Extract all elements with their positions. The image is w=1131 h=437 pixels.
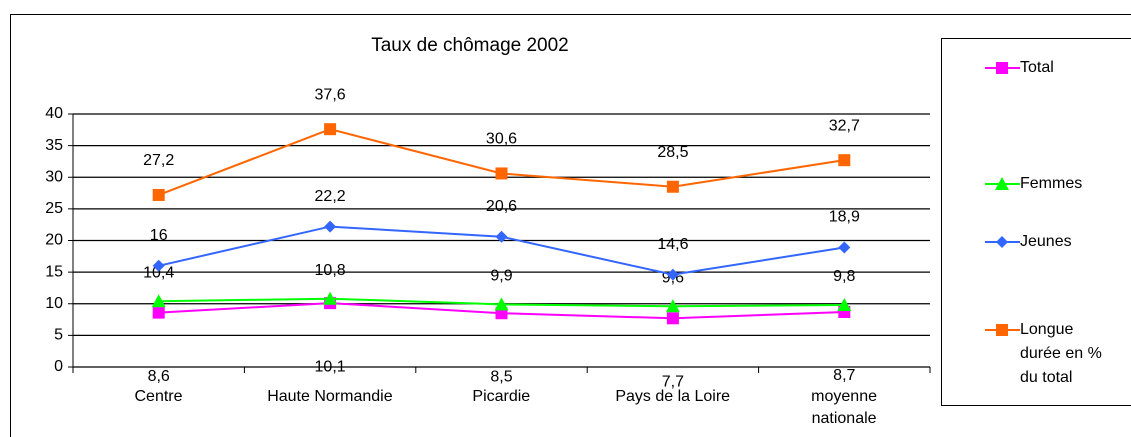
y-tick-label: 35 <box>45 137 63 154</box>
data-label: 8,6 <box>148 368 170 385</box>
data-label: 10,8 <box>315 262 346 279</box>
point <box>666 268 679 281</box>
point <box>665 299 680 313</box>
legend-box <box>941 38 1131 406</box>
legend-marker <box>995 177 1009 190</box>
point <box>152 259 165 272</box>
x-tick-label: Centre <box>134 388 183 405</box>
legend-label: Jeunes <box>1020 233 1072 250</box>
point <box>494 297 509 311</box>
data-label: 20,6 <box>486 198 517 215</box>
x-tick-label: Picardie <box>472 388 531 405</box>
data-label: 7,7 <box>662 374 684 391</box>
data-label: 30,6 <box>486 131 517 148</box>
x-tick-label: moyenne nationale <box>811 388 877 427</box>
x-tick-label: Pays de la Loire <box>615 388 731 405</box>
data-label: 8,5 <box>490 368 512 385</box>
data-label: 18,9 <box>829 209 860 226</box>
legend-label: Total <box>1020 59 1054 76</box>
point <box>837 298 852 312</box>
data-label: 10,1 <box>315 358 346 375</box>
y-tick-label: 30 <box>45 168 63 185</box>
x-tick-label: Haute Normandie <box>267 388 393 405</box>
point <box>151 294 166 308</box>
legend-marker <box>996 236 1008 248</box>
data-label: 9,9 <box>490 268 512 285</box>
point <box>495 167 508 180</box>
data-label: 14,6 <box>657 236 688 253</box>
legend-label: Femmes <box>1020 175 1083 192</box>
data-label: 9,8 <box>833 268 855 285</box>
y-tick-label: 20 <box>45 232 63 249</box>
y-tick-label: 15 <box>45 263 63 280</box>
data-label: 27,2 <box>143 152 174 169</box>
point <box>666 312 679 325</box>
chart-title: Taux de chômage 2002 <box>371 35 569 56</box>
legend-marker <box>996 62 1008 74</box>
point <box>323 291 338 305</box>
point <box>495 230 508 243</box>
y-tick-label: 40 <box>45 105 63 122</box>
point <box>152 306 165 319</box>
y-tick-label: 5 <box>54 327 63 344</box>
data-label: 28,5 <box>657 144 688 161</box>
y-tick-label: 0 <box>54 358 63 375</box>
legend-label: Longue durée en % du total <box>1020 321 1102 386</box>
data-label: 8,7 <box>833 367 855 384</box>
y-tick-label: 25 <box>45 200 63 217</box>
data-label: 16 <box>150 227 168 244</box>
data-label: 22,2 <box>315 188 346 205</box>
point <box>152 188 165 201</box>
point <box>324 220 337 233</box>
point <box>324 123 337 136</box>
point <box>838 154 851 167</box>
data-label: 10,4 <box>143 264 174 281</box>
legend-marker <box>996 324 1008 336</box>
y-tick-label: 10 <box>45 295 63 312</box>
data-label: 37,6 <box>315 86 346 103</box>
point <box>666 180 679 193</box>
point <box>838 241 851 254</box>
data-label: 32,7 <box>829 117 860 134</box>
